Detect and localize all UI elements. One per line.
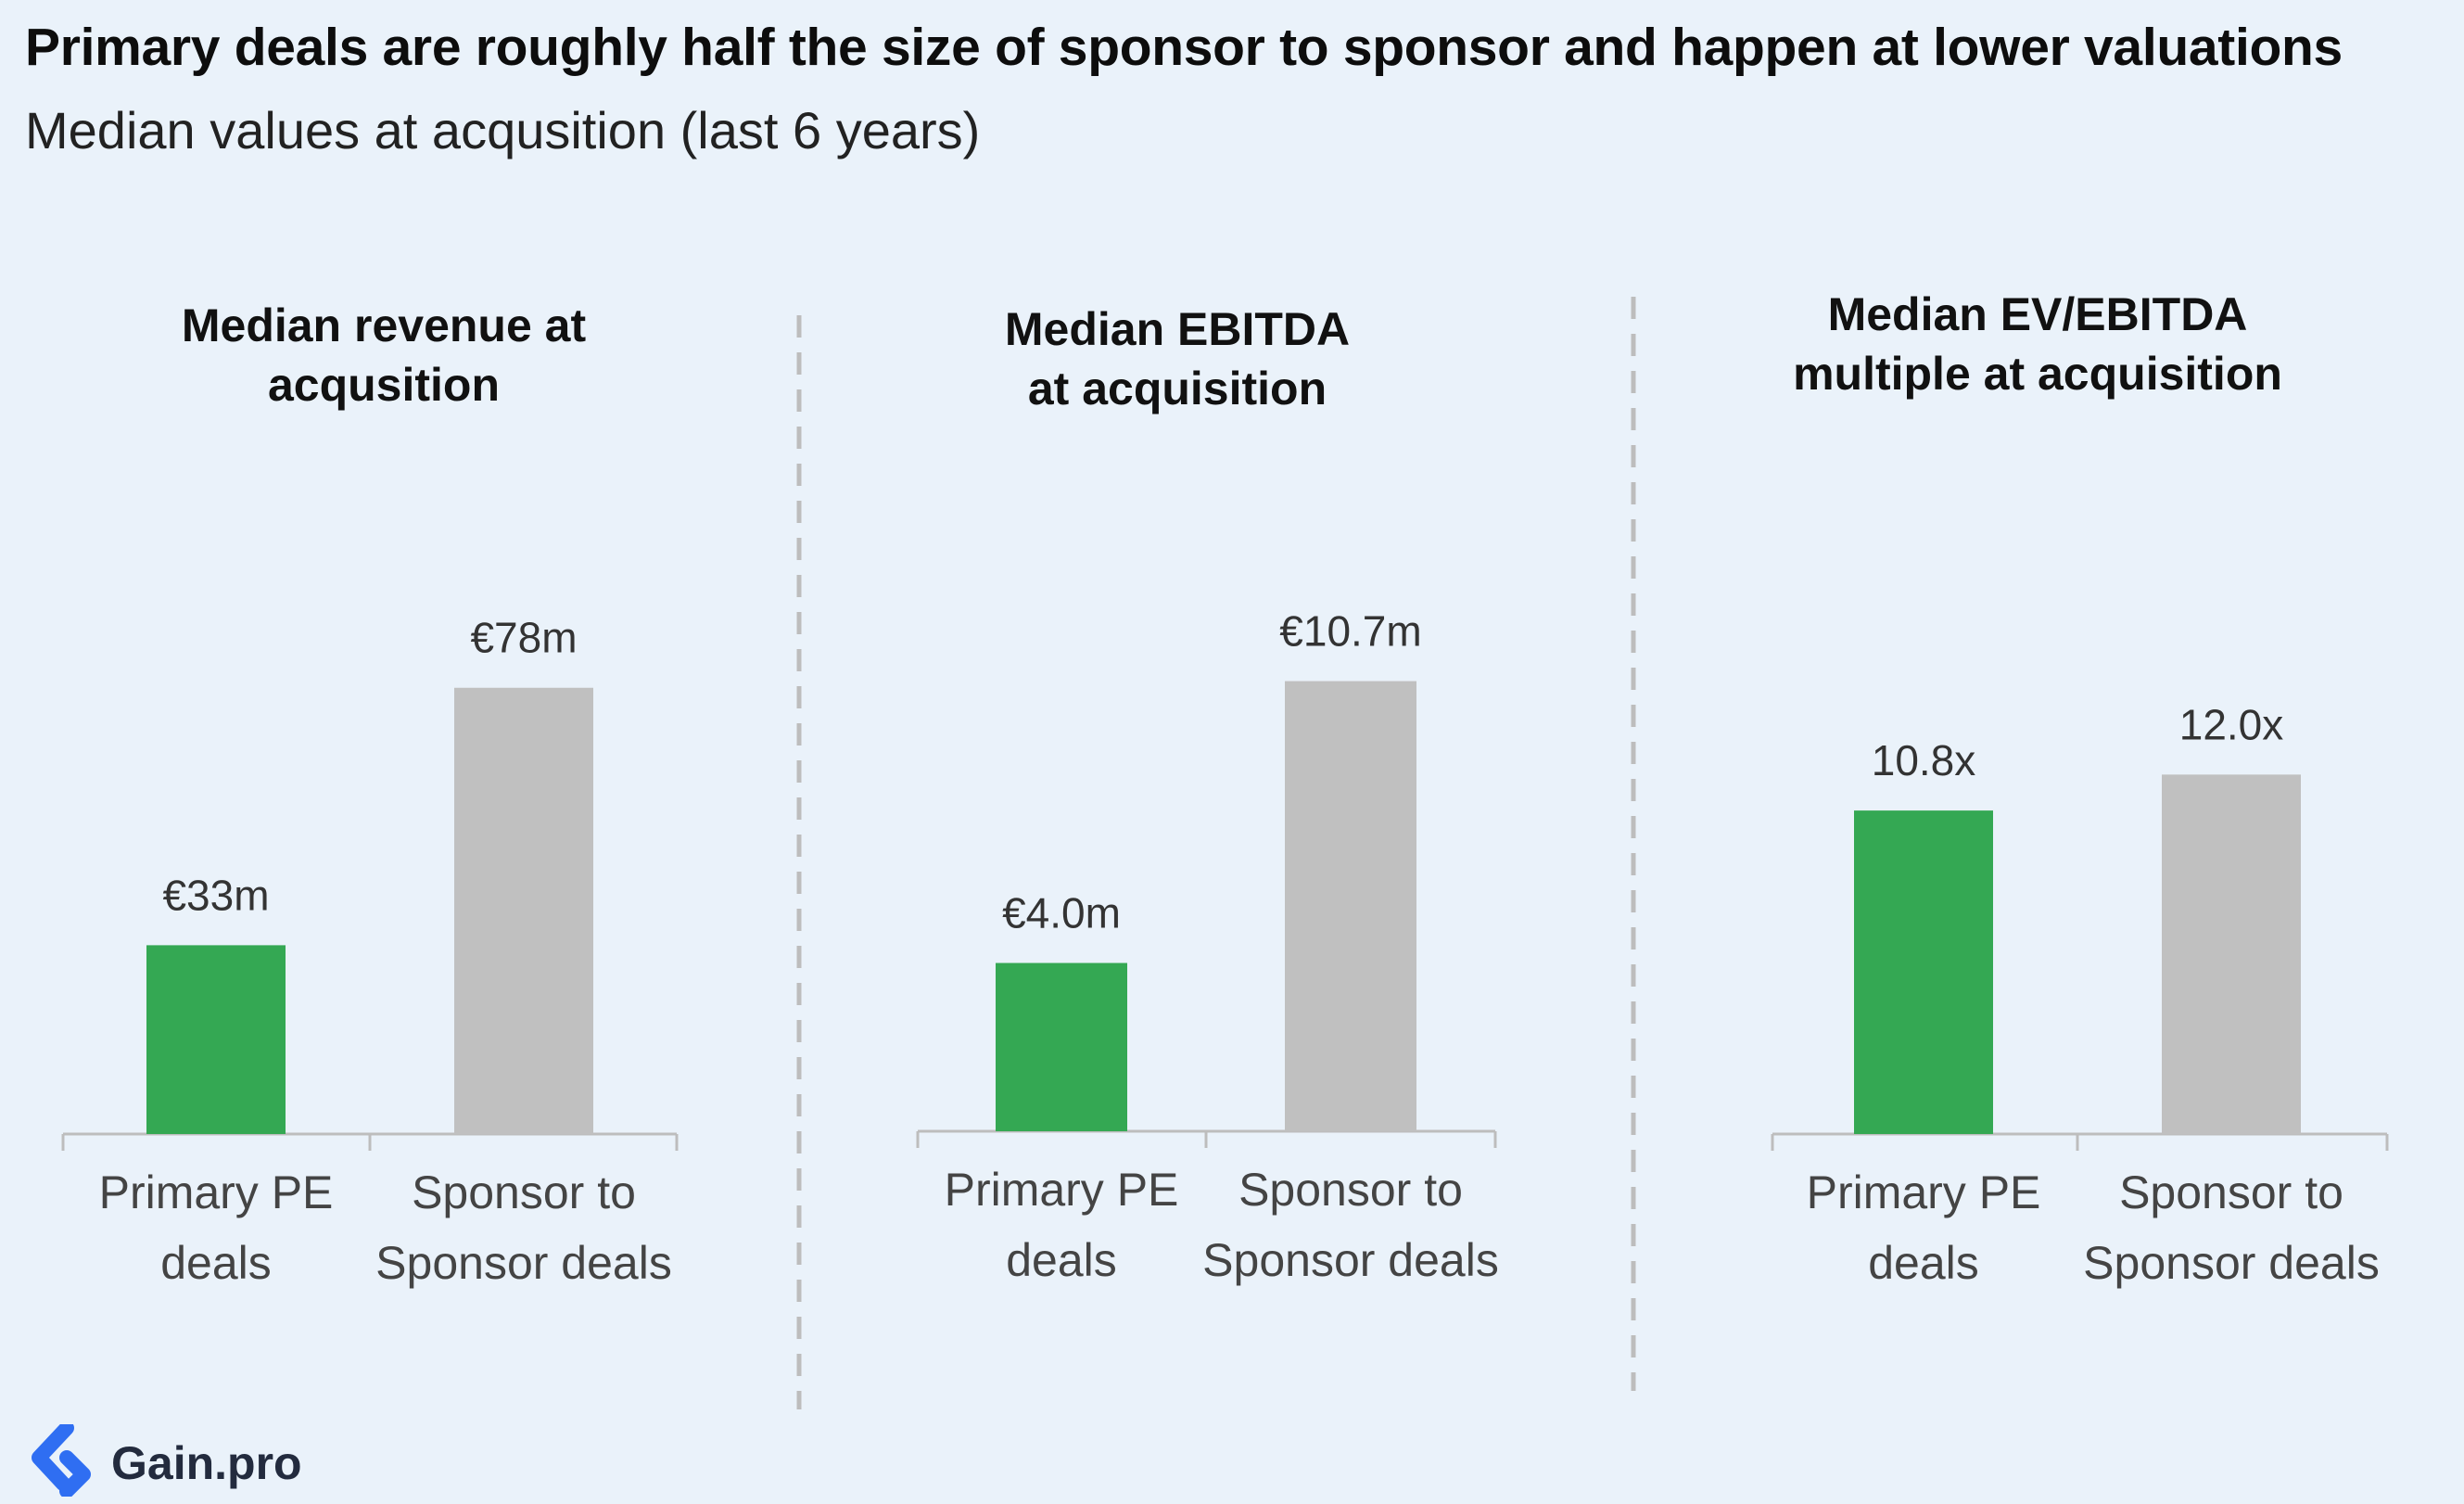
chart-subtitle: Median values at acqusition (last 6 year… <box>25 101 981 159</box>
category-label: Sponsor to <box>2119 1166 2343 1218</box>
category-label: Primary PE <box>945 1164 1179 1216</box>
bar-primary-pe <box>1854 810 1993 1134</box>
category-label: Primary PE <box>99 1166 334 1218</box>
chart-title: Primary deals are roughly half the size … <box>25 18 2343 77</box>
category-label: deals <box>160 1237 272 1289</box>
panel-title: multiple at acquisition <box>1793 348 2282 400</box>
bar-value-label: 12.0x <box>2179 700 2284 748</box>
category-label: Sponsor deals <box>375 1237 672 1289</box>
bar-sponsor-to-sponsor <box>2162 774 2301 1134</box>
gain-pro-logo-text: Gain.pro <box>111 1436 302 1489</box>
category-label: Sponsor deals <box>2083 1237 2380 1289</box>
gain-pro-logo: Gain.pro <box>26 1421 302 1501</box>
bar-value-label: €10.7m <box>1279 607 1421 656</box>
bar-value-label: €78m <box>470 614 577 662</box>
bar-value-label: 10.8x <box>1872 736 1976 784</box>
category-label: deals <box>1868 1237 1979 1289</box>
panel-title: Median EV/EBITDA <box>1828 288 2248 340</box>
panel-title: at acquisition <box>1028 363 1327 414</box>
bar-sponsor-to-sponsor <box>1285 681 1416 1131</box>
panel-title: Median revenue at <box>182 300 587 351</box>
category-label: Sponsor to <box>1238 1164 1463 1216</box>
bar-primary-pe <box>996 962 1127 1131</box>
bar-value-label: €4.0m <box>1002 889 1121 937</box>
category-label: Sponsor deals <box>1202 1234 1499 1286</box>
bar-primary-pe <box>146 945 286 1134</box>
category-label: deals <box>1006 1234 1117 1286</box>
bar-value-label: €33m <box>162 871 269 919</box>
gain-pro-logo-icon <box>26 1421 98 1501</box>
panel-title: Median EBITDA <box>1005 303 1350 355</box>
category-label: Primary PE <box>1807 1166 2041 1218</box>
panel-title: acqusition <box>268 359 500 411</box>
category-label: Sponsor to <box>412 1166 636 1218</box>
bar-sponsor-to-sponsor <box>454 687 593 1134</box>
